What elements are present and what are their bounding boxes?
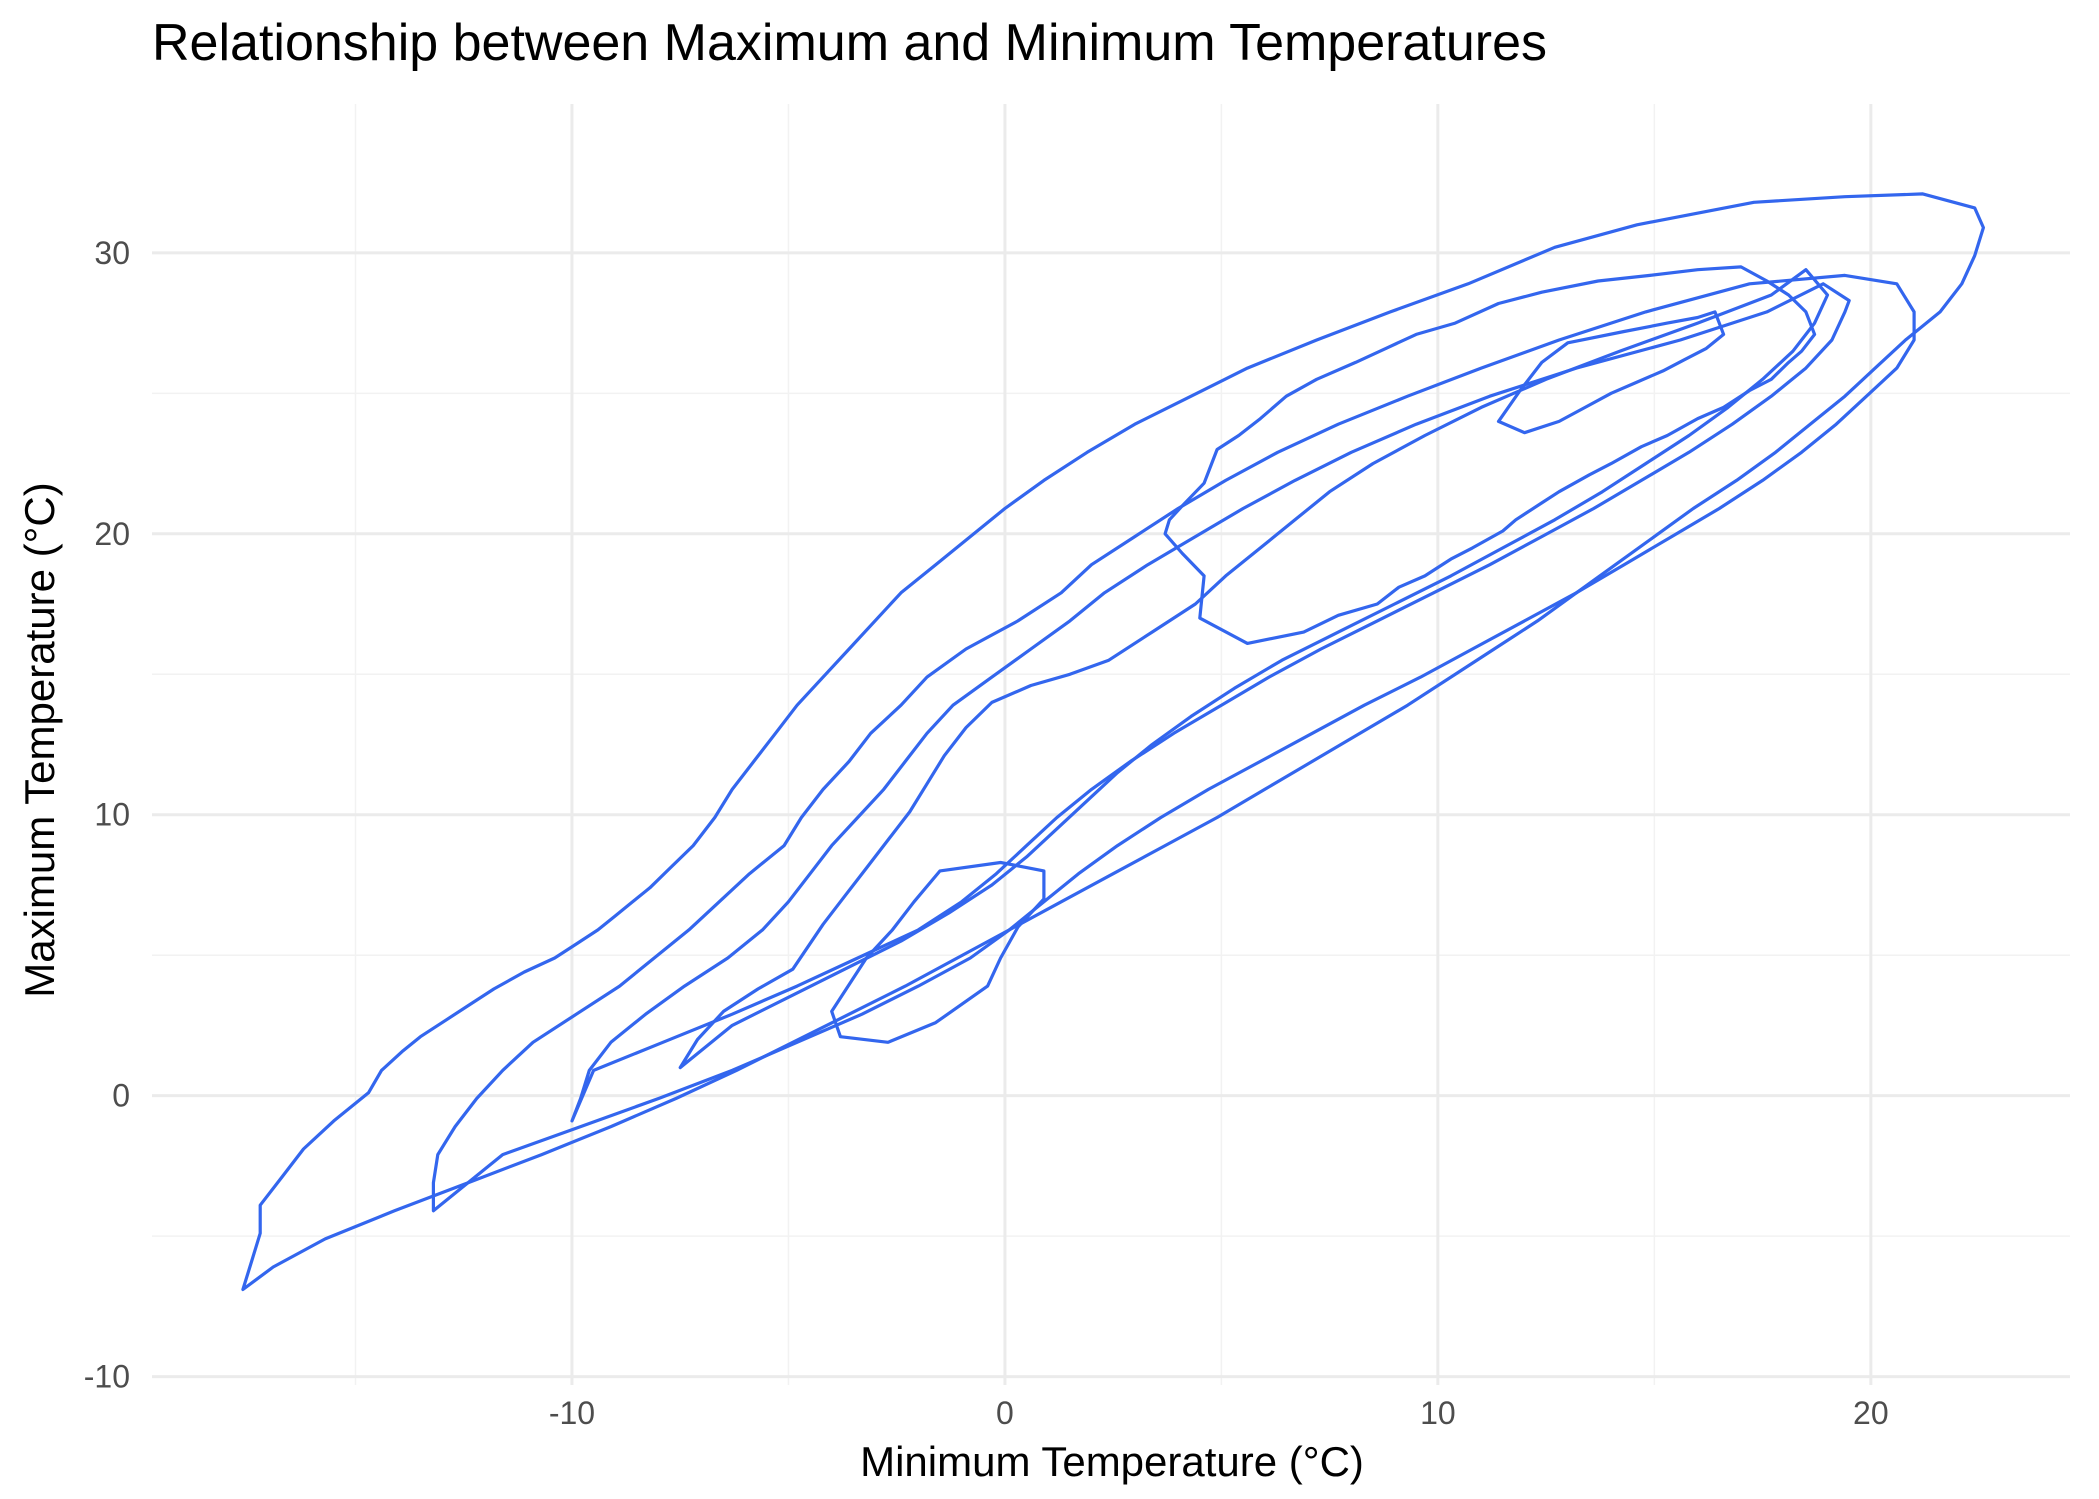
- x-tick-label: 0: [996, 1395, 1014, 1431]
- minor-gridlines: [152, 104, 2070, 1385]
- y-tick-label: 30: [94, 235, 130, 271]
- contour-line: [431, 273, 1916, 1213]
- contour-line: [570, 282, 1851, 1123]
- density-contours: [241, 192, 1985, 1292]
- y-tick-label: -10: [84, 1359, 130, 1395]
- y-tick-label: 10: [94, 797, 130, 833]
- x-tick-label: -10: [549, 1395, 595, 1431]
- x-axis-title: Minimum Temperature (°C): [860, 1438, 1364, 1485]
- major-gridlines: [152, 104, 2070, 1385]
- contour-line: [678, 268, 1830, 1070]
- chart-title: Relationship between Maximum and Minimum…: [152, 14, 1547, 72]
- x-tick-label: 10: [1420, 1395, 1456, 1431]
- y-axis-title: Maximum Temperature (°C): [16, 482, 63, 997]
- y-axis-tick-labels: -10 0 10 20 30: [84, 235, 130, 1395]
- contour-line: [1163, 265, 1817, 645]
- x-axis-tick-labels: -10 0 10 20: [549, 1395, 1889, 1431]
- x-tick-label: 20: [1853, 1395, 1889, 1431]
- contour-line: [241, 192, 1985, 1292]
- contour-line: [830, 860, 1046, 1044]
- y-tick-label: 0: [112, 1078, 130, 1114]
- contour-line: [1496, 310, 1726, 435]
- y-tick-label: 20: [94, 516, 130, 552]
